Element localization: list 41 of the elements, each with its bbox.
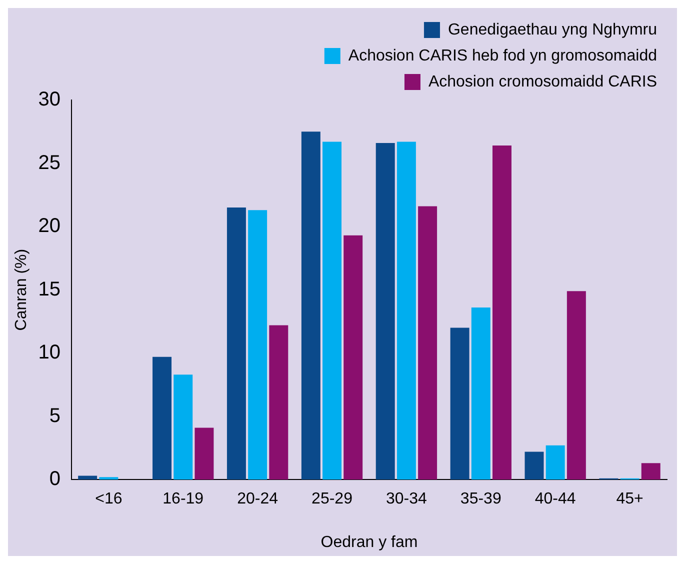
y-tick-label: 0 [49, 468, 60, 490]
y-tick-label: 5 [49, 404, 60, 427]
y-tick-label: 10 [38, 342, 60, 364]
legend-label: Genedigaethau yng Nghymru [448, 21, 658, 38]
x-tick-label: 45+ [616, 490, 644, 508]
x-tick-label: 20-24 [237, 490, 278, 508]
bar [322, 142, 342, 480]
bar [376, 143, 395, 480]
bar [174, 374, 193, 480]
y-axis-title: Canran (%) [13, 248, 30, 331]
bar [194, 428, 214, 480]
bar [301, 132, 320, 480]
bar [99, 477, 118, 480]
bar [78, 476, 98, 480]
bar [418, 206, 438, 480]
bar [396, 142, 416, 480]
y-tick-label: 15 [38, 278, 60, 300]
x-tick-label: 25-29 [312, 490, 353, 508]
bar [152, 356, 172, 480]
legend-label: Achosion cromosomaidd CARIS [428, 73, 658, 90]
y-tick-label: 20 [38, 215, 60, 238]
bar [226, 208, 246, 480]
x-tick-label: 35-39 [460, 490, 502, 508]
bar [546, 445, 565, 480]
y-tick-label: 25 [38, 152, 60, 174]
bar [269, 325, 288, 480]
bar [641, 463, 660, 480]
bar [492, 146, 512, 480]
x-tick-label: 16-19 [162, 490, 204, 508]
x-tick-label: 40-44 [534, 490, 576, 508]
legend-label: Achosion CARIS heb fod yn gromosomaidd [348, 47, 657, 64]
bar [524, 452, 544, 480]
bar [566, 291, 586, 480]
bar [344, 235, 363, 480]
x-tick-label: 30-34 [386, 490, 428, 508]
x-axis-title: Oedran y fam [320, 534, 418, 551]
x-tick-label: <16 [95, 490, 122, 508]
y-tick-label: 30 [38, 88, 60, 111]
bar [471, 308, 490, 480]
bar [450, 328, 470, 480]
bar [248, 210, 268, 480]
